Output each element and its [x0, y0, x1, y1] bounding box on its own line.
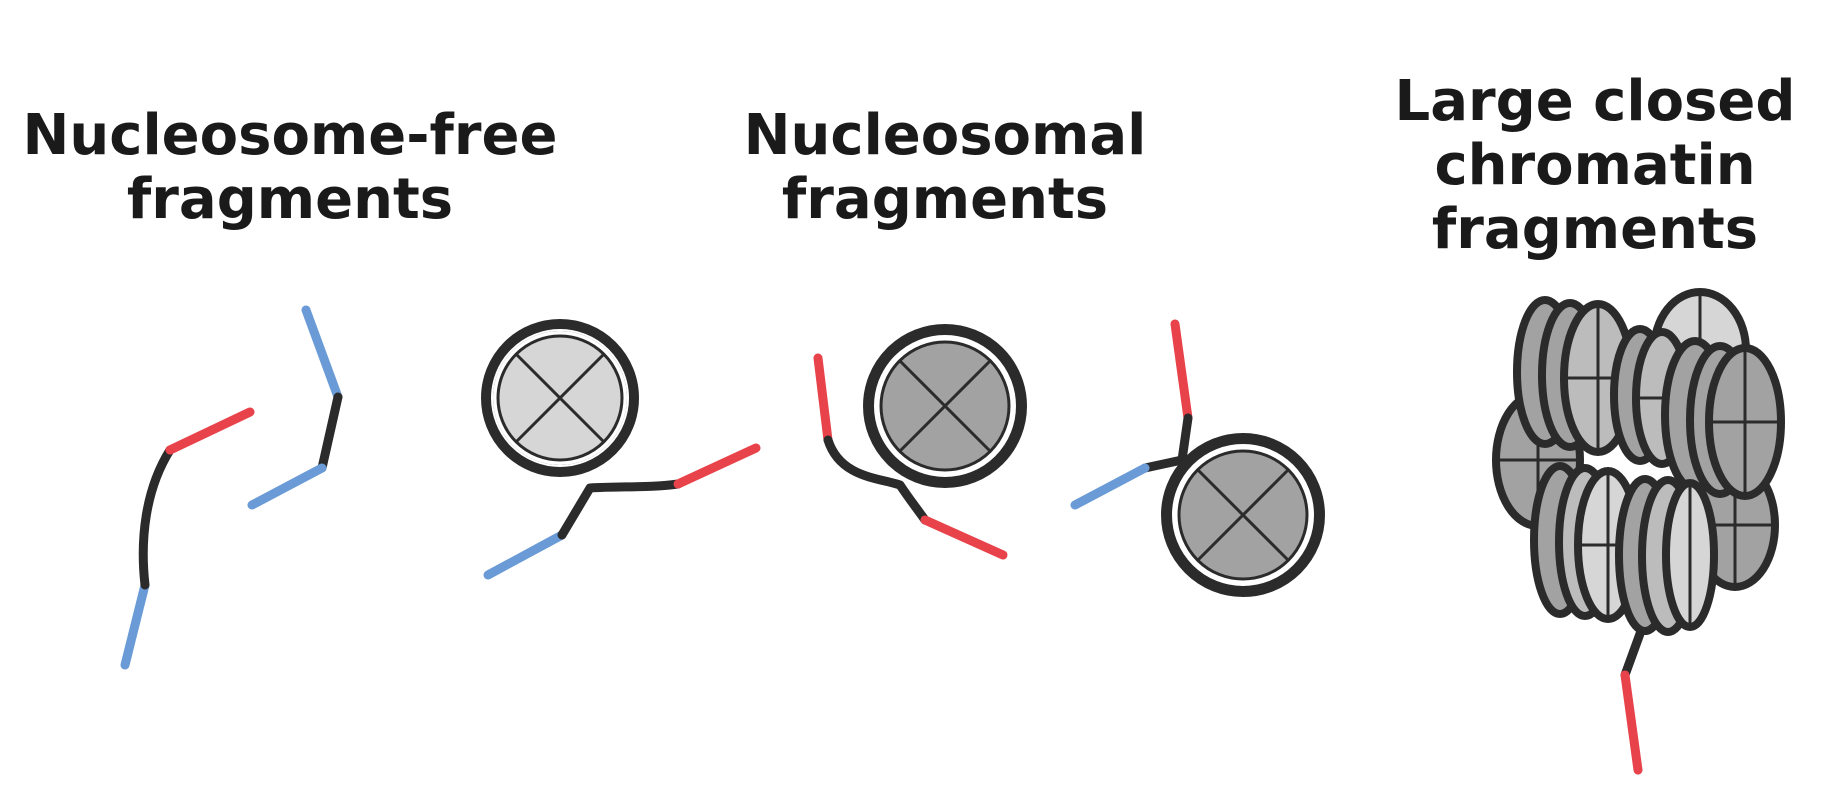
wrap-highlight [1172, 444, 1314, 586]
dna-end-red [813, 353, 833, 445]
histone-cross [515, 353, 605, 443]
dna-wrap [863, 324, 1027, 488]
dna-end-red [1170, 319, 1193, 423]
histone-cross [1197, 469, 1289, 561]
nucleosome-disc [1705, 344, 1785, 500]
dna-linker [317, 392, 343, 473]
nucleosome-free-fragment [120, 407, 255, 670]
label-line: fragments [1431, 197, 1759, 262]
label-line: fragments [126, 167, 454, 232]
dna-wrap [1161, 433, 1325, 597]
dna-end-blue [483, 530, 567, 580]
label-line: Nucleosomal [743, 103, 1147, 168]
wrap-highlight [874, 335, 1016, 477]
label-nucleosome-free-fragments: Nucleosome-free fragments [20, 104, 560, 232]
nucleosome-disc [1662, 479, 1718, 631]
histone-cross [899, 360, 991, 452]
label-large-closed-chromatin-fragments: Large closed chromatin fragments [1390, 70, 1800, 262]
label-line: Large closed [1394, 69, 1796, 134]
nucleosomal-fragment [481, 319, 761, 580]
dna-end-red [920, 515, 1008, 560]
dna-end-blue [120, 580, 150, 670]
dna-end-red [673, 443, 761, 489]
nucleosome-free-fragment [247, 305, 343, 510]
dna-linker [138, 445, 175, 590]
wrap-highlight [491, 329, 629, 467]
label-line: fragments [781, 167, 1109, 232]
dna-end-red [1620, 670, 1643, 775]
dna-wrap [481, 319, 639, 477]
closed-chromatin-fragment [1492, 288, 1785, 775]
nucleosomal-fragment [813, 324, 1027, 560]
dna-end-blue [247, 463, 327, 510]
dna-end-red [165, 407, 255, 455]
dna-linker [557, 479, 683, 540]
dna-linker [1140, 413, 1193, 473]
label-line: chromatin [1434, 133, 1756, 198]
label-line: Nucleosome-free [22, 103, 558, 168]
label-nucleosomal-fragments: Nucleosomal fragments [730, 104, 1160, 232]
dna-linker [823, 435, 930, 525]
dna-end-blue [1070, 463, 1150, 510]
dna-end-blue [301, 305, 343, 402]
nucleosomal-fragment [1070, 319, 1325, 597]
